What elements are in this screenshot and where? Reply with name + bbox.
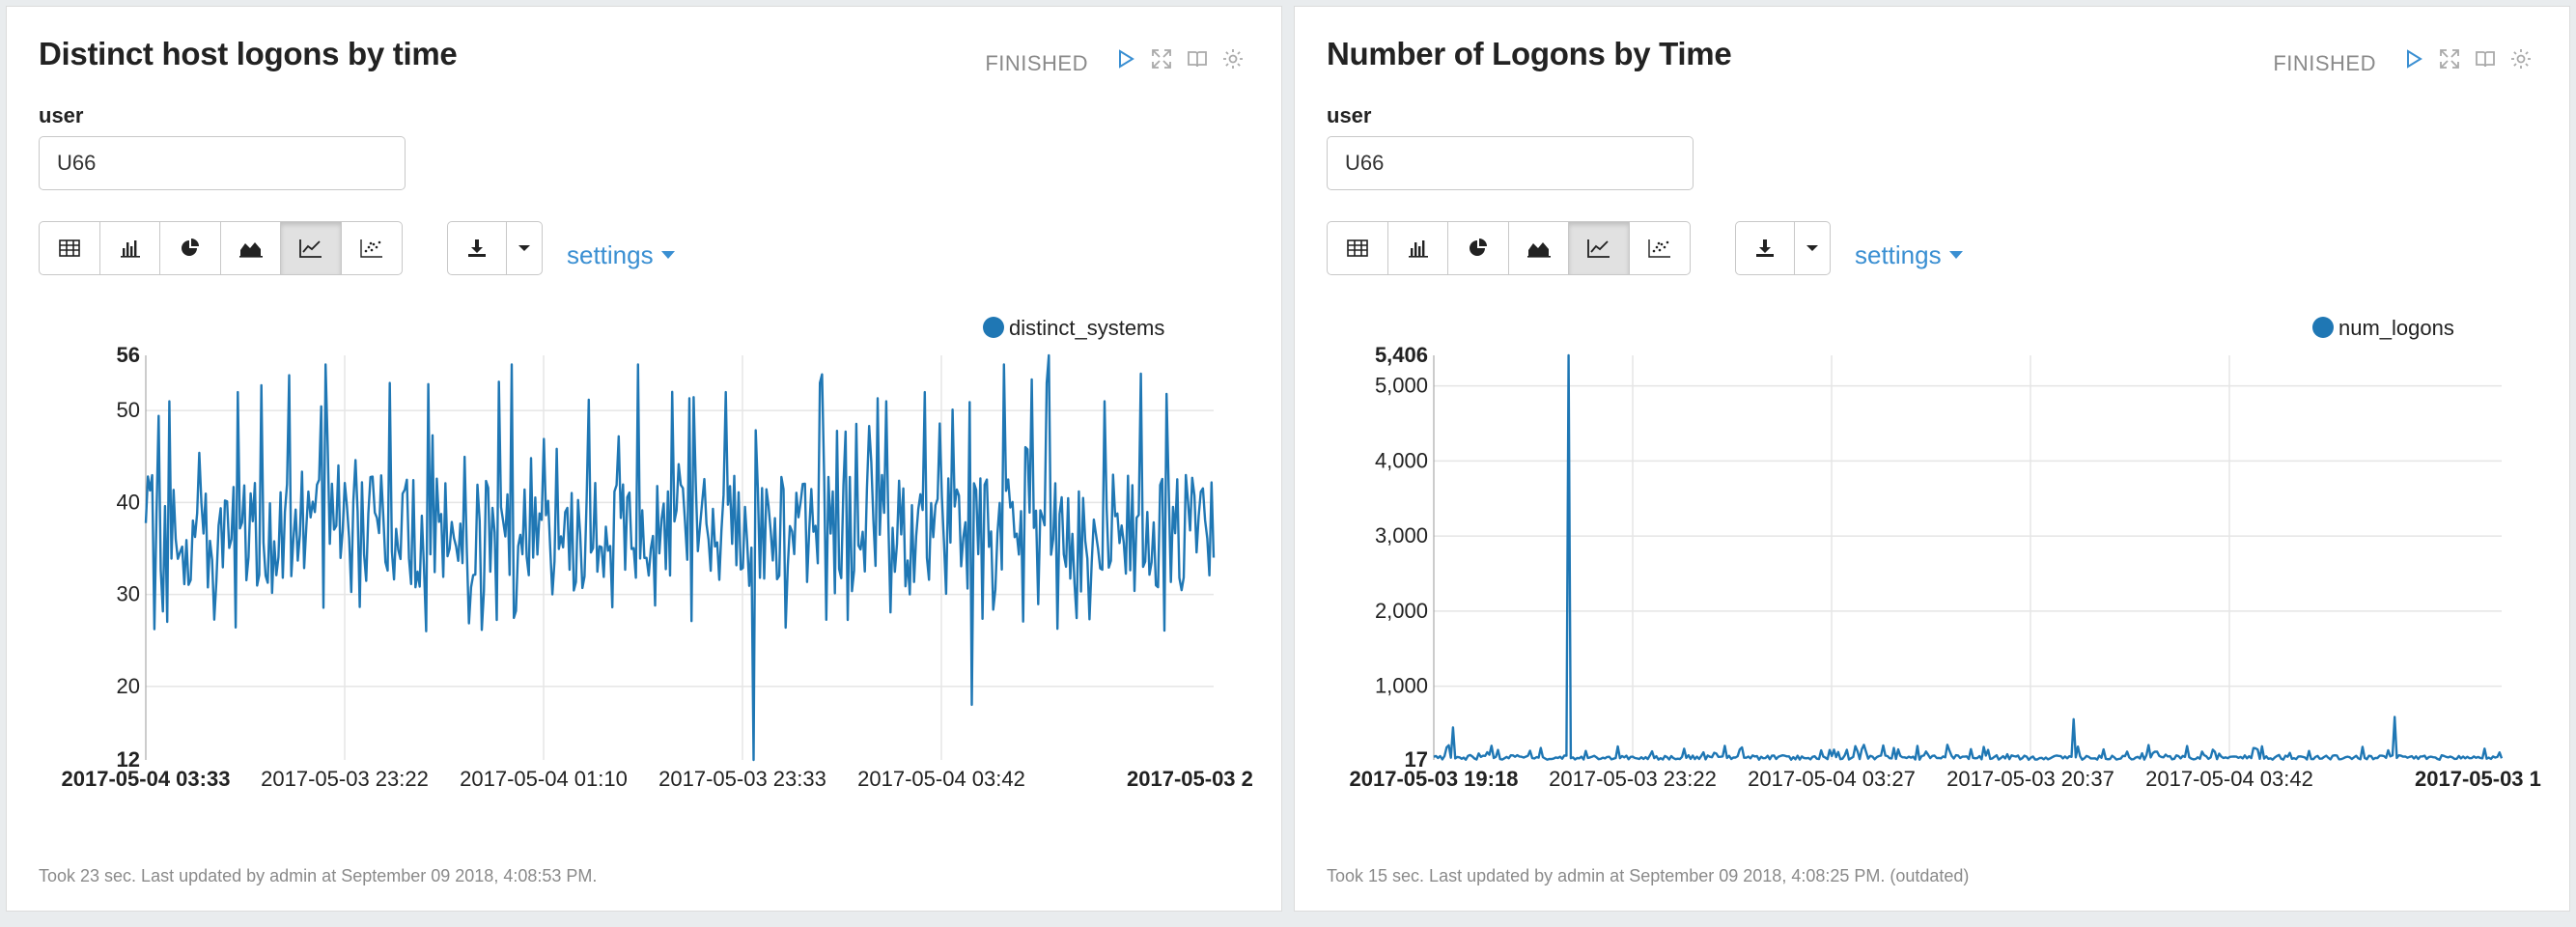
- footer-status: Took 15 sec. Last updated by admin at Se…: [1327, 866, 1970, 885]
- area-view-button[interactable]: [1507, 221, 1570, 275]
- settings-label: settings: [1855, 240, 1942, 269]
- x-tick-label: 2017-05-03 19:18: [1350, 767, 1519, 791]
- legend-label: num_logons: [2338, 316, 2454, 340]
- pie-chart-icon: [1470, 239, 1487, 256]
- download-button[interactable]: [447, 221, 507, 275]
- scatter-view-button[interactable]: [340, 221, 403, 275]
- table-icon: [1347, 239, 1368, 257]
- run-icon[interactable]: [2402, 47, 2425, 70]
- scatter-chart-icon: [359, 239, 382, 258]
- footer-status: Took 23 sec. Last updated by admin at Se…: [39, 866, 598, 885]
- table-view-button[interactable]: [39, 221, 100, 275]
- panel-toolbar: [2402, 47, 2533, 70]
- table-icon: [59, 239, 80, 257]
- line-chart-icon: [299, 239, 322, 258]
- paragraph-panel-num-logons: Number of Logons by Time FINISHED user s…: [1294, 6, 2570, 912]
- expand-icon[interactable]: [2438, 47, 2461, 70]
- download-group: [1735, 221, 1831, 275]
- download-dropdown-button[interactable]: [1793, 221, 1831, 275]
- pie-view-button[interactable]: [159, 221, 221, 275]
- y-tick-label: 1,000: [1375, 674, 1428, 698]
- line-view-button[interactable]: [1568, 221, 1630, 275]
- legend-label: distinct_systems: [1009, 316, 1164, 340]
- book-icon[interactable]: [1186, 47, 1209, 70]
- x-tick-label: 2017-05-03 2: [1127, 767, 1253, 791]
- scatter-view-button[interactable]: [1628, 221, 1691, 275]
- x-tick-label: 2017-05-04 03:42: [857, 767, 1025, 791]
- param-label: user: [39, 103, 84, 127]
- x-tick-label: 2017-05-03 23:33: [658, 767, 826, 791]
- pie-view-button[interactable]: [1447, 221, 1509, 275]
- user-input[interactable]: [39, 136, 406, 190]
- bar-chart-icon: [1408, 240, 1428, 258]
- y-tick-label: 12: [117, 747, 140, 772]
- settings-label: settings: [567, 240, 654, 269]
- x-tick-label: 2017-05-04 03:27: [1748, 767, 1916, 791]
- chevron-down-icon: [518, 245, 530, 251]
- line-chart-icon: [1587, 239, 1610, 258]
- panel-toolbar: [1114, 47, 1245, 70]
- bar-view-button[interactable]: [1386, 221, 1449, 275]
- panel-title: Number of Logons by Time: [1327, 36, 1732, 71]
- area-chart-icon: [1526, 242, 1551, 258]
- x-tick-label: 2017-05-04 01:10: [460, 767, 628, 791]
- area-chart-icon: [238, 242, 263, 258]
- book-icon[interactable]: [2474, 47, 2497, 70]
- pie-chart-icon: [182, 239, 199, 256]
- line-view-button[interactable]: [280, 221, 342, 275]
- view-selector: [39, 221, 403, 275]
- chart-legend[interactable]: num_logons: [2312, 316, 2454, 340]
- y-tick-label: 4,000: [1375, 448, 1428, 472]
- bar-view-button[interactable]: [98, 221, 161, 275]
- status-label: FINISHED: [2273, 51, 2376, 75]
- x-tick-label: 2017-05-04 03:33: [62, 767, 231, 791]
- y-tick-label: 5,406: [1375, 343, 1428, 367]
- caret-down-icon: [1948, 251, 1963, 260]
- y-tick-label: 3,000: [1375, 523, 1428, 548]
- panel-title: Distinct host logons by time: [39, 36, 458, 71]
- view-selector: [1327, 221, 1691, 275]
- y-tick-label: 5,000: [1375, 374, 1428, 398]
- series-line-distinct_systems: [144, 353, 1216, 762]
- y-tick-label: 20: [117, 674, 140, 698]
- area-view-button[interactable]: [219, 221, 282, 275]
- download-button[interactable]: [1735, 221, 1795, 275]
- user-input[interactable]: [1327, 136, 1694, 190]
- x-tick-label: 2017-05-03 23:22: [1549, 767, 1717, 791]
- caret-down-icon: [660, 251, 675, 260]
- y-tick-label: 40: [117, 490, 140, 514]
- download-dropdown-button[interactable]: [505, 221, 543, 275]
- chevron-down-icon: [1806, 245, 1818, 251]
- x-tick-label: 2017-05-03 23:22: [261, 767, 429, 791]
- expand-icon[interactable]: [1150, 47, 1173, 70]
- settings-dropdown[interactable]: settings: [567, 240, 675, 270]
- y-tick-label: 2,000: [1375, 599, 1428, 623]
- x-tick-label: 2017-05-04 03:42: [2145, 767, 2313, 791]
- scatter-chart-icon: [1647, 239, 1670, 258]
- x-tick-label: 2017-05-03 20:37: [1946, 767, 2114, 791]
- x-tick-label: 2017-05-03 1: [2415, 767, 2541, 791]
- download-icon: [468, 239, 486, 257]
- table-view-button[interactable]: [1327, 221, 1388, 275]
- download-group: [447, 221, 543, 275]
- y-tick-label: 30: [117, 582, 140, 606]
- param-label: user: [1327, 103, 1372, 127]
- line-chart: num_logons 5,406 5,000 4,000 3,000 2,000 1,000…: [1350, 316, 2541, 791]
- gear-icon[interactable]: [1221, 47, 1245, 70]
- y-tick-label: 17: [1405, 747, 1428, 772]
- chart-legend[interactable]: distinct_systems: [983, 316, 1164, 340]
- download-icon: [1756, 239, 1774, 257]
- gear-icon[interactable]: [2509, 47, 2533, 70]
- run-icon[interactable]: [1114, 47, 1137, 70]
- bar-chart-icon: [120, 240, 140, 258]
- status-label: FINISHED: [985, 51, 1088, 75]
- y-tick-label: 50: [117, 398, 140, 422]
- legend-dot: [983, 317, 1004, 338]
- series-line-num_logons: [1433, 353, 2504, 761]
- y-tick-label: 56: [117, 343, 140, 367]
- legend-dot: [2312, 317, 2334, 338]
- paragraph-panel-distinct-hosts: Distinct host logons by time FINISHED us…: [6, 6, 1282, 912]
- settings-dropdown[interactable]: settings: [1855, 240, 1963, 270]
